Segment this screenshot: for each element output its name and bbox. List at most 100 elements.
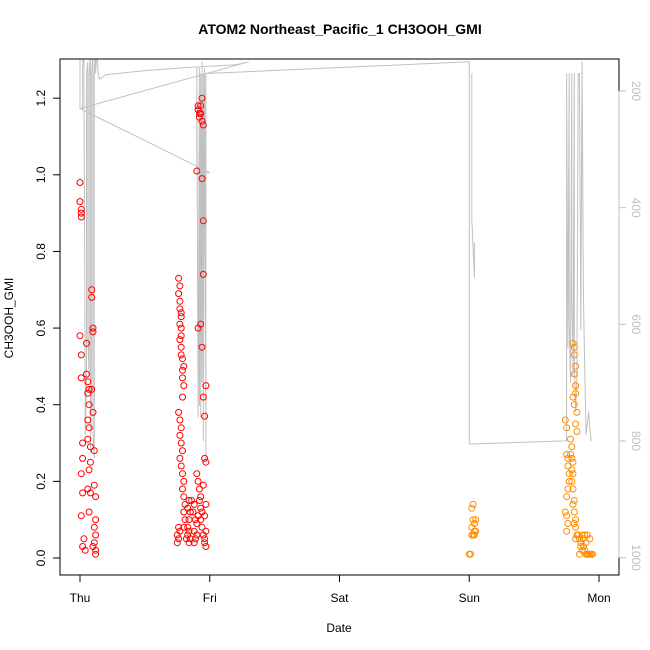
data-point <box>572 516 580 524</box>
data-point <box>569 393 577 401</box>
data-point <box>176 282 184 290</box>
x-tick-label: Thu <box>70 591 91 605</box>
data-point <box>86 489 94 497</box>
data-point <box>175 523 183 531</box>
data-point <box>83 370 90 378</box>
x-tick-label: Sat <box>330 591 349 605</box>
data-point <box>76 332 84 340</box>
y2-tick-label: 400 <box>629 198 643 218</box>
data-point <box>201 539 209 547</box>
y-tick-label: 1.0 <box>34 166 48 183</box>
data-point <box>570 351 578 359</box>
data-point <box>569 485 577 493</box>
data-point <box>570 401 578 409</box>
data-point <box>177 462 185 470</box>
data-point <box>190 539 198 547</box>
data-point <box>570 520 578 527</box>
data-point <box>201 535 209 543</box>
data-point <box>79 489 87 497</box>
data-point <box>179 366 186 374</box>
data-point <box>572 362 580 370</box>
data-point <box>194 512 202 520</box>
data-point <box>568 466 576 474</box>
x-tick-label: Sun <box>459 591 480 605</box>
data-point <box>198 343 206 351</box>
data-point <box>467 550 474 558</box>
data-point <box>88 385 96 393</box>
data-point <box>197 110 205 117</box>
data-point <box>85 466 93 474</box>
data-point <box>569 458 577 466</box>
data-point <box>192 535 199 543</box>
data-point <box>181 516 189 524</box>
data-point <box>572 382 580 390</box>
y-tick-label: 0.0 <box>34 549 48 566</box>
data-point <box>88 293 96 301</box>
data-point <box>175 408 183 416</box>
data-point <box>180 362 188 370</box>
data-point <box>573 408 581 416</box>
data-point <box>90 539 98 547</box>
data-point <box>568 443 576 451</box>
y2-tick-label: 600 <box>629 314 643 334</box>
data-point <box>201 454 209 462</box>
data-point <box>90 523 98 531</box>
data-point <box>77 205 85 213</box>
data-point <box>177 424 185 432</box>
data-point <box>79 439 87 447</box>
data-point <box>567 451 574 458</box>
y-tick-label: 1.2 <box>34 90 48 107</box>
data-point <box>86 458 94 466</box>
data-point <box>77 374 85 382</box>
data-point <box>80 535 88 543</box>
data-point <box>569 470 577 478</box>
data-point <box>567 435 574 443</box>
data-point <box>84 416 92 424</box>
data-point <box>472 516 480 524</box>
data-point <box>175 290 183 298</box>
data-point <box>77 209 85 217</box>
data-point <box>185 527 193 535</box>
data-point <box>470 531 478 539</box>
data-point <box>81 546 89 554</box>
x-tick-label: Fri <box>203 591 217 605</box>
y-tick-label: 0.2 <box>34 473 48 490</box>
profile-lines <box>78 59 592 459</box>
data-point <box>470 520 478 527</box>
data-point <box>184 523 192 531</box>
axes: Thu Fri Sat Sun Mon 0.0 0.2 0.4 0.6 0.8 1.0 1.2 200 4… <box>34 81 643 605</box>
y-tick-label: 0.4 <box>34 396 48 413</box>
data-point <box>194 477 202 485</box>
x-axis-label: Date <box>326 621 352 635</box>
data-point <box>92 550 100 558</box>
data-point <box>90 481 98 489</box>
data-point <box>570 343 578 351</box>
data-point <box>199 270 207 278</box>
data-point <box>199 217 207 225</box>
data-point <box>177 332 185 340</box>
data-point <box>179 485 186 493</box>
data-point <box>190 500 198 508</box>
data-point <box>88 286 96 294</box>
data-point <box>198 175 206 183</box>
data-point <box>201 412 209 420</box>
data-point <box>175 535 183 543</box>
data-point <box>177 313 185 321</box>
data-point <box>179 470 186 478</box>
data-point <box>195 497 203 504</box>
data-point <box>581 531 589 539</box>
x-tick-label: Mon <box>587 591 610 605</box>
data-point <box>564 485 572 493</box>
data-point <box>589 550 596 558</box>
data-point <box>565 477 573 485</box>
data-point <box>194 324 202 332</box>
data-point <box>177 343 185 351</box>
data-point <box>186 535 194 543</box>
data-point <box>572 420 580 428</box>
data-point <box>177 351 185 359</box>
data-point <box>85 385 93 393</box>
data-point <box>563 527 571 535</box>
data-point <box>185 539 193 547</box>
data-point <box>177 309 185 317</box>
